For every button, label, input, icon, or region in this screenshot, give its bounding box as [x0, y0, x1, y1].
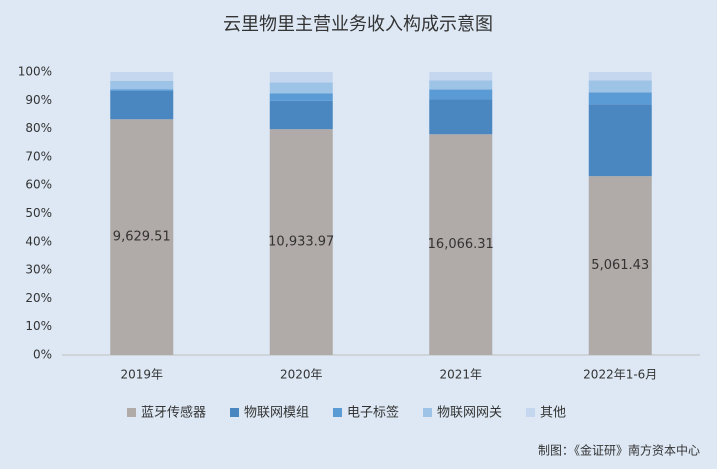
bar-segment [110, 89, 174, 91]
source: 制图：《金证研》南方资本中心 [538, 443, 700, 458]
y-tick-label: 70% [25, 149, 52, 163]
bar-segment [269, 100, 333, 130]
legend-label: 蓝牙传感器 [141, 405, 206, 421]
legend-swatch [423, 408, 432, 417]
bar-segment [429, 134, 493, 355]
bar-segment [588, 80, 652, 93]
bar-segment [110, 80, 174, 90]
bar-segment [429, 80, 493, 90]
amount-label: 10,933.97 [268, 235, 334, 250]
bar-segment [269, 129, 333, 355]
legend-label: 物联网网关 [437, 406, 502, 421]
y-tick-label: 90% [25, 93, 52, 107]
bar-segment [269, 93, 333, 101]
y-tick-label: 20% [25, 291, 52, 305]
bar-segment [588, 176, 652, 355]
chart-title: 云里物里主营业务收入构成示意图 [223, 14, 493, 35]
legend-swatch [127, 408, 136, 417]
bar-segment [588, 104, 652, 177]
legend-label: 其他 [540, 406, 566, 421]
y-tick-label: 10% [25, 319, 52, 333]
bar-segment [110, 72, 174, 81]
amount-label: 5,061.43 [591, 258, 649, 273]
legend-swatch [333, 408, 342, 417]
x-tick-label: 2019年 [120, 368, 163, 382]
x-tick-label: 2022年1-6月 [583, 368, 657, 382]
bar-segment [269, 82, 333, 94]
bar-segment [110, 90, 174, 120]
bar-segment [429, 72, 493, 81]
y-tick-label: 30% [25, 263, 52, 277]
legend-swatch [526, 408, 535, 417]
x-tick-label: 2021年 [439, 368, 482, 382]
bar-segment [429, 89, 493, 100]
y-tick-label: 40% [25, 234, 52, 248]
bar-segment [588, 72, 652, 81]
y-tick-label: 100% [18, 65, 52, 79]
y-tick-label: 80% [25, 121, 52, 135]
legend-label: 物联网模组 [244, 406, 309, 421]
bar-segment [429, 99, 493, 135]
y-tick-label: 60% [25, 178, 52, 192]
amount-label: 16,066.31 [428, 237, 494, 252]
amount-label: 9,629.51 [113, 230, 171, 245]
legend-label: 电子标签 [347, 405, 399, 421]
y-tick-label: 50% [25, 206, 52, 220]
x-tick-label: 2020年 [280, 368, 323, 382]
y-tick-label: 0% [33, 348, 52, 362]
bar-segment [110, 119, 174, 355]
bar-segment [269, 72, 333, 83]
bar-segment [588, 92, 652, 105]
legend-swatch [230, 408, 239, 417]
